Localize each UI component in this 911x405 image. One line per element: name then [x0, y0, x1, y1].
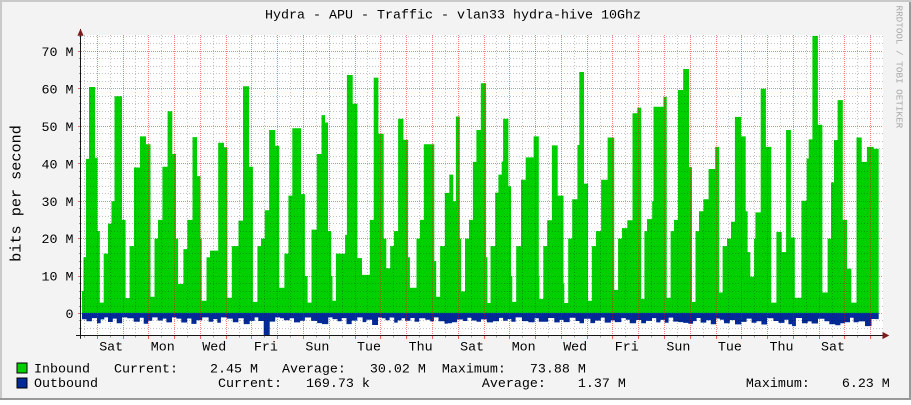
svg-text:Fri: Fri — [615, 341, 639, 356]
svg-text:Tue: Tue — [357, 341, 381, 356]
svg-text:Sat: Sat — [821, 341, 845, 356]
svg-text:Sun: Sun — [666, 341, 690, 356]
svg-text:10 M: 10 M — [42, 271, 74, 286]
svg-text:0: 0 — [66, 308, 74, 323]
svg-text:Sat: Sat — [460, 341, 484, 356]
svg-text:Thu: Thu — [409, 341, 433, 356]
svg-text:Wed: Wed — [202, 341, 226, 356]
svg-text:Sat: Sat — [99, 341, 123, 356]
svg-text:40 M: 40 M — [42, 158, 74, 173]
svg-text:Wed: Wed — [563, 341, 587, 356]
svg-text:Thu: Thu — [770, 341, 794, 356]
svg-text:70 M: 70 M — [42, 46, 74, 61]
svg-text:RRDTOOL / TOBI OETIKER: RRDTOOL / TOBI OETIKER — [894, 6, 905, 129]
svg-text:Outbound Current: Outbound Current: 169.73 k Average: 1.37… — [34, 377, 890, 392]
svg-text:50 M: 50 M — [42, 121, 74, 136]
svg-text:Mon: Mon — [151, 341, 175, 356]
svg-text:Inbound Current: 2.45 M: Inbound Current: 2.45 M Average: 30.02 M… — [34, 362, 586, 377]
svg-text:Tue: Tue — [718, 341, 742, 356]
svg-text:bits per second: bits per second — [8, 125, 26, 262]
svg-text:Mon: Mon — [512, 341, 536, 356]
svg-text:30 M: 30 M — [42, 196, 74, 211]
svg-text:20 M: 20 M — [42, 233, 74, 248]
svg-text:Fri: Fri — [254, 341, 278, 356]
svg-text:Hydra - APU - Traffic - vlan33: Hydra - APU - Traffic - vlan33 hydra-hiv… — [265, 9, 641, 24]
svg-text:Sun: Sun — [305, 341, 329, 356]
svg-text:60 M: 60 M — [42, 83, 74, 98]
